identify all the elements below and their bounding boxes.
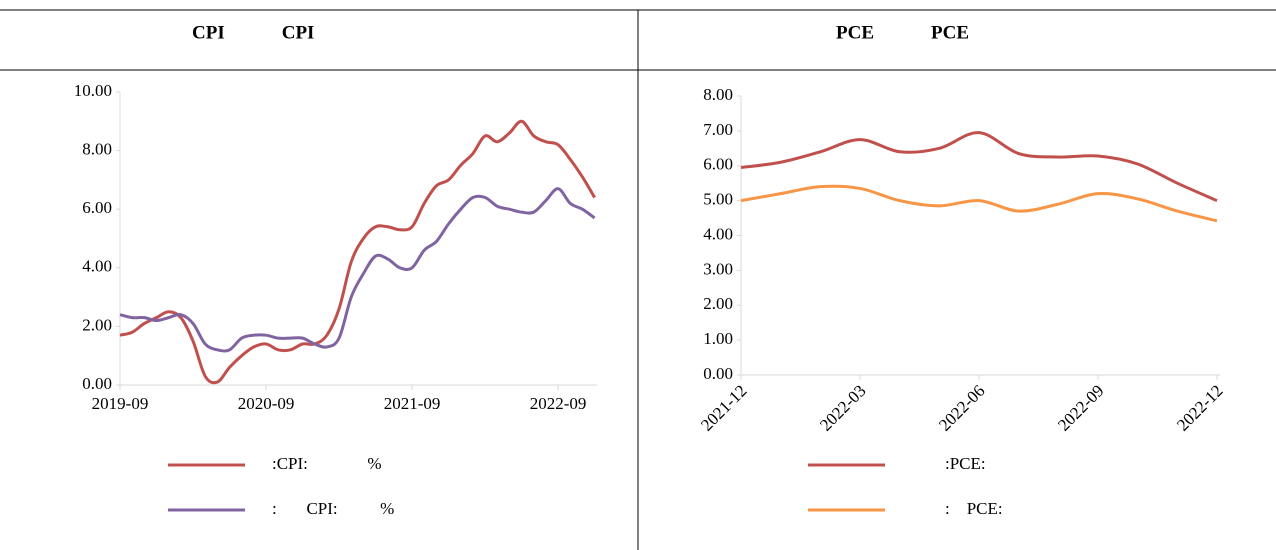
line-series [740, 184, 1218, 223]
y-tick-label: 3.00 [703, 259, 733, 278]
legend-label: :PCE: [945, 454, 986, 473]
x-tick-label: 2020-09 [238, 394, 295, 413]
y-tick-label: 0.00 [703, 364, 733, 383]
x-tick-label: 2021-12 [697, 381, 751, 435]
y-tick-label: 2.00 [703, 294, 733, 313]
y-tick-label: 5.00 [703, 190, 733, 209]
y-tick-label: 4.00 [703, 224, 733, 243]
chart-title: PCE PCE [836, 22, 969, 43]
legend-label: :CPI: % [272, 454, 382, 473]
y-tick-label: 8.00 [82, 140, 112, 159]
y-tick-label: 4.00 [82, 257, 112, 276]
y-tick-label: 6.00 [703, 155, 733, 174]
y-tick-label: 7.00 [703, 120, 733, 139]
x-tick-label: 2022-03 [816, 381, 870, 435]
y-tick-label: 1.00 [703, 329, 733, 348]
y-tick-label: 8.00 [703, 85, 733, 104]
line-series [119, 119, 596, 385]
x-tick-label: 2022-09 [530, 394, 587, 413]
y-tick-label: 2.00 [82, 315, 112, 334]
y-tick-label: 10.00 [74, 81, 112, 100]
x-tick-label: 2022-12 [1173, 381, 1227, 435]
y-tick-label: 6.00 [82, 198, 112, 217]
legend-label: : PCE: [945, 499, 1003, 518]
legend-label: : CPI: % [272, 499, 394, 518]
x-tick-label: 2022-09 [1054, 381, 1108, 435]
x-tick-label: 2022-06 [935, 381, 989, 435]
x-tick-label: 2021-09 [384, 394, 441, 413]
line-series [119, 187, 596, 353]
chart-title: CPI CPI [192, 22, 314, 43]
line-series [740, 131, 1218, 202]
y-tick-label: 0.00 [82, 374, 112, 393]
x-tick-label: 2019-09 [92, 394, 149, 413]
